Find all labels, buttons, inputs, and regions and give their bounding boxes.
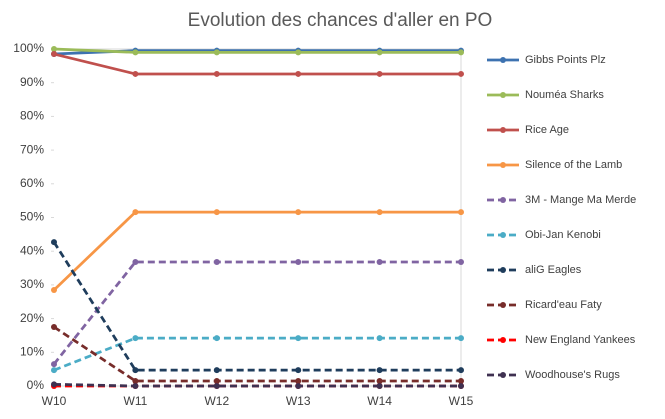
point: [295, 383, 302, 389]
point: [51, 361, 57, 368]
point: [213, 70, 220, 77]
point: [295, 49, 302, 56]
series-line: [53, 382, 461, 388]
legend-label: Rice Age: [525, 124, 569, 136]
point: [295, 377, 302, 384]
point: [213, 377, 220, 384]
point: [51, 381, 57, 388]
point: [132, 377, 139, 384]
y-tick-label: 100%: [13, 41, 44, 55]
point: [51, 286, 57, 293]
point: [295, 335, 302, 342]
y-tick-label: 50%: [20, 210, 44, 224]
y-tick-label: 30%: [20, 277, 44, 291]
point: [132, 70, 139, 77]
point: [376, 335, 383, 342]
legend-label: Woodhouse's Rugs: [525, 369, 620, 381]
point: [51, 367, 57, 374]
legend-marker: [500, 162, 506, 168]
series-line: [53, 52, 461, 76]
point: [213, 49, 220, 56]
point: [295, 209, 302, 216]
point: [295, 258, 302, 265]
point: [213, 209, 220, 216]
point: [376, 377, 383, 384]
y-tick-label: 40%: [20, 243, 44, 257]
series-line: [53, 47, 461, 54]
x-tick-label: W13: [286, 394, 311, 408]
point: [132, 49, 139, 56]
point: [458, 49, 464, 56]
y-tick-label: 80%: [20, 109, 44, 123]
point: [458, 70, 464, 77]
series-line: [52, 260, 461, 365]
legend-marker: [500, 92, 506, 98]
y-tick-label: 10%: [20, 344, 44, 358]
point: [376, 70, 383, 77]
legend-label: Ricard'eau Faty: [525, 299, 602, 311]
legend-label: Obi-Jan Kenobi: [525, 229, 601, 241]
point: [213, 383, 220, 389]
x-tick-label: W12: [204, 394, 229, 408]
point: [458, 377, 464, 384]
series-line: [52, 241, 461, 372]
point: [51, 46, 57, 52]
y-tick-label: 60%: [20, 176, 44, 190]
x-tick-label: W15: [449, 394, 474, 408]
point: [51, 239, 57, 246]
chart-title: Evolution des chances d'aller en PO: [188, 10, 493, 31]
legend-marker: [500, 372, 506, 378]
point: [458, 335, 464, 342]
legend-marker: [500, 127, 506, 133]
legend-marker: [500, 302, 506, 308]
legend-marker: [500, 267, 506, 273]
point: [458, 258, 464, 265]
legend-label: New England Yankees: [525, 334, 636, 346]
point: [213, 258, 220, 265]
point: [458, 383, 464, 389]
point: [51, 51, 57, 58]
point: [132, 367, 139, 374]
point: [295, 70, 302, 77]
legend-marker: [500, 197, 506, 203]
legend-marker: [500, 57, 506, 63]
point: [51, 324, 57, 331]
y-tick-label: 0%: [27, 378, 45, 392]
point: [458, 209, 464, 216]
series-line: [53, 210, 461, 291]
point: [132, 258, 139, 265]
point: [376, 383, 383, 389]
point: [376, 367, 383, 374]
point: [458, 367, 464, 374]
legend-label: Silence of the Lamb: [525, 159, 622, 171]
point: [213, 335, 220, 342]
point: [132, 335, 139, 342]
series-line: [53, 325, 461, 383]
y-tick-label: 90%: [20, 75, 44, 89]
legend-label: Nouméa Sharks: [525, 89, 604, 101]
x-tick-label: W11: [124, 394, 148, 408]
point: [376, 209, 383, 216]
point: [213, 367, 220, 374]
point: [295, 367, 302, 374]
series-line: [53, 336, 461, 372]
legend-label: aliG Eagles: [525, 264, 582, 276]
point: [132, 383, 139, 389]
point: [376, 49, 383, 56]
x-tick-label: W10: [42, 394, 67, 408]
y-tick-label: 20%: [20, 311, 44, 325]
legend-label: 3M - Mange Ma Merde: [525, 194, 636, 206]
legend-marker: [500, 337, 506, 343]
x-tick-label: W14: [367, 394, 392, 408]
legend-label: Gibbs Points Plz: [525, 54, 606, 66]
legend-marker: [500, 232, 506, 238]
point: [376, 258, 383, 265]
point: [132, 209, 139, 216]
y-tick-label: 70%: [20, 142, 44, 156]
